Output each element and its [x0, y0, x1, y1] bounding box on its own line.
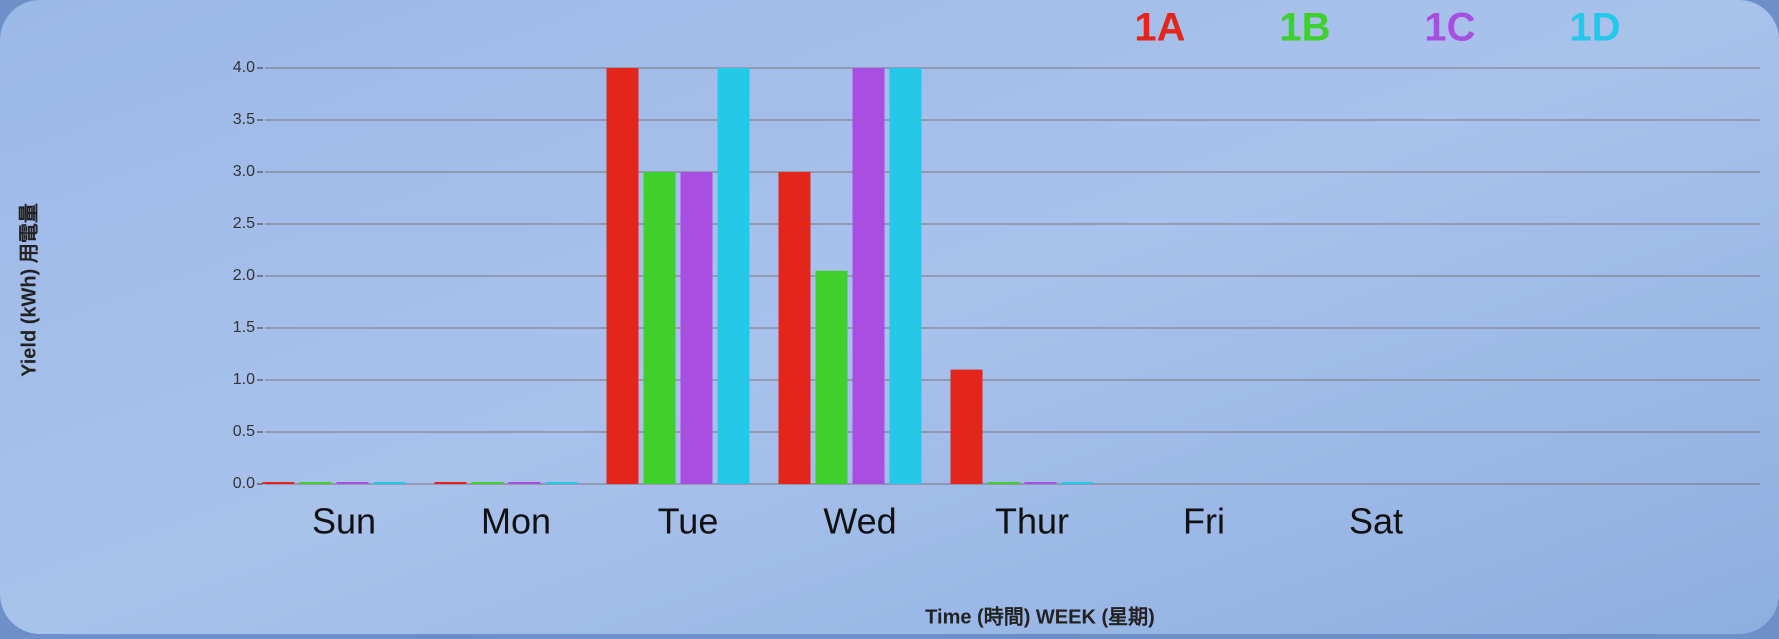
- y-tick-label: 3.5: [233, 111, 255, 128]
- y-tick-label: 0.5: [233, 423, 255, 440]
- bar: [1062, 482, 1094, 484]
- bar: [509, 482, 541, 484]
- bar: [718, 68, 750, 484]
- y-tick-label: 2.5: [233, 215, 255, 232]
- bar: [546, 482, 578, 484]
- bar: [300, 482, 332, 484]
- x-tick-label: Sun: [312, 501, 376, 542]
- x-tick-label: Mon: [481, 501, 551, 542]
- bar: [681, 172, 713, 484]
- y-tick-label: 4.0: [233, 59, 255, 76]
- bar: [779, 172, 811, 484]
- chart: Yield (kWh) 用電量 Time (時間) WEEK (星期) 0.0 0…: [0, 0, 1779, 634]
- y-tick-label: 0.0: [233, 475, 255, 492]
- y-tick-label: 3.0: [233, 163, 255, 180]
- bar: [1025, 482, 1057, 484]
- x-tick-label: Sat: [1349, 501, 1403, 542]
- bar: [263, 482, 295, 484]
- bar: [816, 271, 848, 484]
- legend-entry: 1A: [1134, 6, 1185, 50]
- bar: [435, 482, 467, 484]
- bar: [374, 482, 406, 484]
- legend-entry: 1B: [1279, 6, 1330, 50]
- legend-entry: 1D: [1569, 6, 1620, 50]
- x-tick-label: Thur: [995, 501, 1069, 542]
- bar: [988, 482, 1020, 484]
- bar: [853, 68, 885, 484]
- bar: [472, 482, 504, 484]
- y-axis-label: Yield (kWh) 用電量: [17, 203, 40, 377]
- bar: [890, 68, 922, 484]
- y-tick-label: 2.0: [233, 267, 255, 284]
- legend-entry: 1C: [1424, 6, 1475, 50]
- bar: [644, 172, 676, 484]
- x-tick-label: Fri: [1183, 501, 1225, 542]
- y-tick-label: 1.5: [233, 319, 255, 336]
- x-tick-label: Wed: [823, 501, 896, 542]
- y-tick-label: 1.0: [233, 371, 255, 388]
- bar: [337, 482, 369, 484]
- bar: [607, 68, 639, 484]
- x-tick-label: Tue: [658, 501, 719, 542]
- bar: [951, 370, 983, 484]
- x-axis-label: Time (時間) WEEK (星期): [925, 604, 1155, 628]
